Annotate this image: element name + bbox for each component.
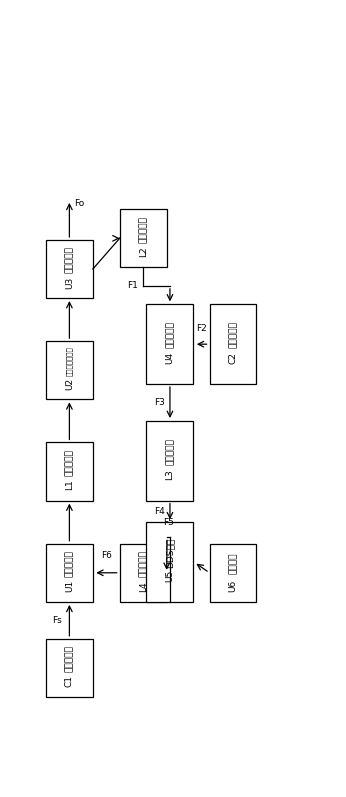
Bar xyxy=(120,544,167,602)
Bar xyxy=(46,240,93,298)
Text: DDS模块: DDS模块 xyxy=(165,538,174,568)
Bar xyxy=(46,442,93,501)
Text: U5: U5 xyxy=(165,569,174,582)
Text: C1: C1 xyxy=(65,675,74,687)
Text: 鉴相器模块: 鉴相器模块 xyxy=(65,550,74,577)
Text: 滤波器模块: 滤波器模块 xyxy=(65,449,74,476)
Text: 控制模块: 控制模块 xyxy=(228,553,237,575)
Text: F3: F3 xyxy=(154,398,165,407)
Bar xyxy=(146,522,193,602)
Text: F1: F1 xyxy=(127,281,138,290)
Bar xyxy=(46,638,93,697)
Text: 压控振荡器模块: 压控振荡器模块 xyxy=(66,346,73,376)
Bar xyxy=(46,341,93,399)
Text: 滤波器模块: 滤波器模块 xyxy=(165,438,174,465)
Text: C2: C2 xyxy=(228,351,237,363)
Bar xyxy=(46,544,93,602)
Text: 滤波器模块: 滤波器模块 xyxy=(139,550,148,577)
Text: U1: U1 xyxy=(65,580,74,592)
Text: L2: L2 xyxy=(139,246,148,257)
Text: L3: L3 xyxy=(165,469,174,480)
Text: U6: U6 xyxy=(228,580,237,592)
Text: F4: F4 xyxy=(154,507,165,516)
Text: L1: L1 xyxy=(65,480,74,490)
Text: Fs: Fs xyxy=(53,616,62,625)
Text: F5: F5 xyxy=(163,518,174,527)
Bar xyxy=(210,304,256,384)
Text: F2: F2 xyxy=(196,324,207,333)
Bar xyxy=(146,421,193,501)
Text: F6: F6 xyxy=(101,551,112,560)
Text: U3: U3 xyxy=(65,277,74,289)
Text: 混频器模块: 混频器模块 xyxy=(165,321,174,348)
Text: 滤波器模块: 滤波器模块 xyxy=(139,216,148,242)
Bar xyxy=(120,209,167,268)
Text: 参考源模块: 参考源模块 xyxy=(65,646,74,672)
Bar xyxy=(146,304,193,384)
Text: L4: L4 xyxy=(139,581,148,591)
Text: 功分器模块: 功分器模块 xyxy=(65,246,74,273)
Bar xyxy=(210,544,256,602)
Text: 参考源模块: 参考源模块 xyxy=(228,321,237,348)
Text: Fo: Fo xyxy=(74,198,84,207)
Text: U2: U2 xyxy=(65,378,74,390)
Text: U4: U4 xyxy=(165,351,174,363)
